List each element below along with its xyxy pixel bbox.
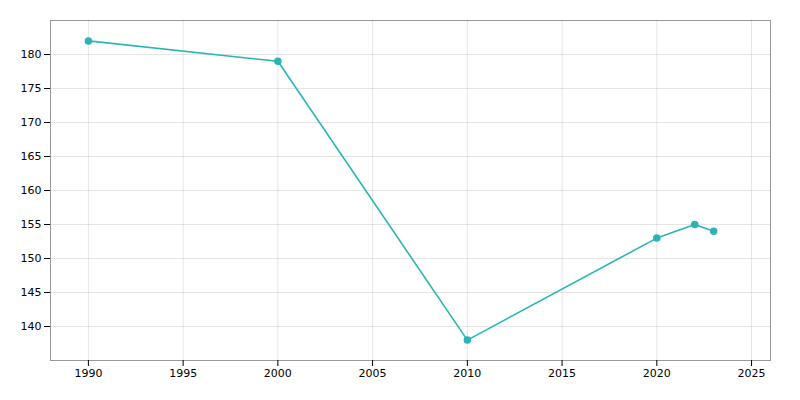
svg-text:140: 140 [21, 320, 42, 333]
svg-text:2010: 2010 [453, 367, 481, 380]
svg-text:2000: 2000 [264, 367, 292, 380]
svg-text:145: 145 [21, 286, 42, 299]
svg-text:155: 155 [21, 218, 42, 231]
svg-text:170: 170 [21, 116, 42, 129]
svg-text:180: 180 [21, 48, 42, 61]
svg-text:150: 150 [21, 252, 42, 265]
svg-text:2005: 2005 [359, 367, 387, 380]
svg-text:2015: 2015 [548, 367, 576, 380]
svg-text:1990: 1990 [74, 367, 102, 380]
svg-text:2025: 2025 [738, 367, 766, 380]
svg-text:160: 160 [21, 184, 42, 197]
svg-text:1995: 1995 [169, 367, 197, 380]
svg-text:2020: 2020 [643, 367, 671, 380]
svg-text:175: 175 [21, 82, 42, 95]
svg-text:165: 165 [21, 150, 42, 163]
